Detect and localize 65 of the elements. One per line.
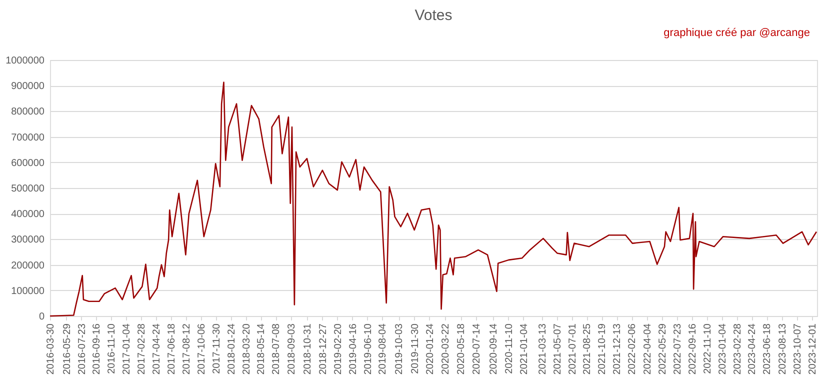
x-tick-label: 2016-07-23 xyxy=(76,323,88,375)
x-tick-label: 2018-05-14 xyxy=(256,323,268,375)
y-tick-label: 300000 xyxy=(11,234,45,246)
y-tick-label: 1000000 xyxy=(6,56,45,66)
x-tick-label: 2018-03-20 xyxy=(241,323,252,375)
x-tick-label: 2023-08-13 xyxy=(777,323,788,375)
x-tick-label: 2020-05-18 xyxy=(456,323,468,375)
text: graphique créé par @arcange xyxy=(664,27,810,39)
x-tick-label: 2018-01-24 xyxy=(226,323,238,375)
line-series xyxy=(49,82,818,317)
x-tick-label: 2017-01-04 xyxy=(122,323,133,375)
x-tick-label: 2017-10-06 xyxy=(196,323,208,375)
x-tick-label: 2021-08-25 xyxy=(582,323,594,375)
x-tick-label: 2022-09-16 xyxy=(687,323,698,375)
x-tick-label: 2016-09-16 xyxy=(92,323,103,375)
x-tick-label: 2023-06-18 xyxy=(762,323,774,375)
x-tick-label: 2022-05-29 xyxy=(658,323,669,375)
x-tick-label: 2021-10-19 xyxy=(597,323,608,375)
x-tick-label: 2023-02-28 xyxy=(732,323,744,375)
x-tick-label: 2021-12-13 xyxy=(612,323,624,375)
x-tick-label: 2017-04-24 xyxy=(152,323,163,375)
x-tick-label: 2018-12-27 xyxy=(318,323,329,375)
x-tick-label: 2017-08-12 xyxy=(181,323,192,375)
y-tick-label: 100000 xyxy=(11,286,45,297)
x-tick-label: 2020-03-22 xyxy=(440,323,452,375)
x-tick-label: 2018-09-03 xyxy=(286,323,298,375)
x-tick-label: 2023-04-24 xyxy=(747,323,758,375)
x-tick-label: 2022-11-10 xyxy=(702,323,714,374)
x-tick-label: 2021-03-13 xyxy=(537,323,548,375)
x-tick-label: 2019-11-30 xyxy=(410,323,421,374)
x-tick-label: 2019-04-16 xyxy=(348,323,359,375)
y-tick-label: 500000 xyxy=(11,184,45,194)
x-tick-label: 2020-07-14 xyxy=(472,323,483,375)
x-tick-label: 2023-12-01 xyxy=(807,323,818,375)
x-tick-label: 2019-10-03 xyxy=(394,323,406,375)
x-tick-label: 2020-11-10 xyxy=(504,323,515,374)
y-tick-label: 800000 xyxy=(11,106,45,118)
x-tick-label: 2021-07-01 xyxy=(567,323,578,375)
x-tick-label: 2021-01-04 xyxy=(518,323,530,375)
chart-title: Votes xyxy=(414,7,452,24)
x-tick-label: 2019-08-04 xyxy=(378,323,389,375)
y-tick-label: 200000 xyxy=(11,260,45,272)
x-tick-label: 2023-01-04 xyxy=(717,323,728,375)
x-tick-label: 2020-01-24 xyxy=(424,323,436,375)
x-tick-label: 2019-02-20 xyxy=(332,323,344,375)
x-tick-label: 2022-04-04 xyxy=(642,323,654,375)
x-tick-label: 2017-06-18 xyxy=(166,323,178,375)
x-tick-label: 2022-07-23 xyxy=(672,323,684,375)
x-tick-label: 2016-11-10 xyxy=(106,323,118,374)
y-tick-label: 0 xyxy=(38,312,45,322)
x-tick-label: 2020-09-14 xyxy=(488,323,500,375)
y-tick-label: 600000 xyxy=(11,158,45,169)
x-tick-label: 2023-10-07 xyxy=(792,323,804,375)
y-tick-label: 700000 xyxy=(11,132,45,144)
x-tick-label: 2016-03-30 xyxy=(46,323,56,375)
x-tick-label: 2017-02-28 xyxy=(136,323,148,375)
x-tick-label: 2017-11-30 xyxy=(211,323,222,374)
x-tick-label: 2021-05-07 xyxy=(552,323,564,375)
x-tick-label: 2022-02-06 xyxy=(627,323,638,375)
y-tick-label: 400000 xyxy=(11,209,45,220)
y-tick-label: 900000 xyxy=(11,81,45,92)
x-tick-label: 2018-07-08 xyxy=(271,323,282,375)
x-tick-label: 2018-10-31 xyxy=(302,323,314,375)
x-tick-label: 2019-06-10 xyxy=(362,323,374,375)
x-tick-label: 2016-05-29 xyxy=(62,323,73,375)
